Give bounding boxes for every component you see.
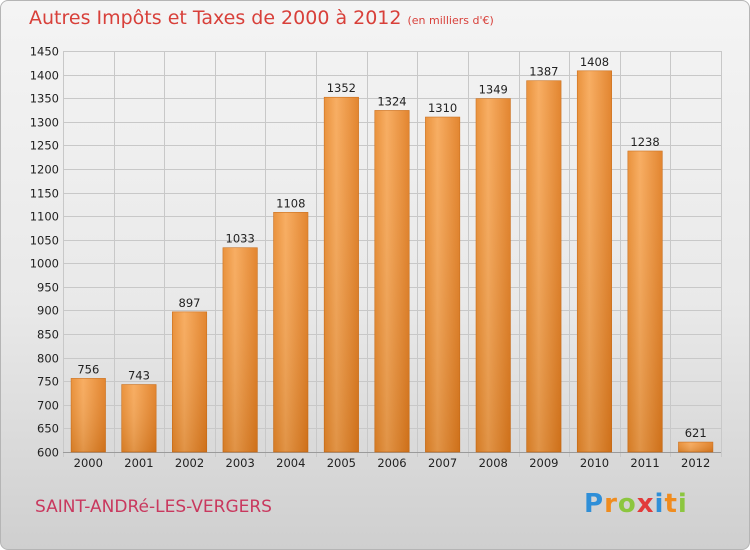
logo-letter: i (677, 489, 688, 519)
data-label: 897 (179, 296, 201, 310)
y-tick-label: 700 (37, 399, 59, 413)
data-label: 1349 (479, 83, 508, 97)
y-tick-label: 1300 (30, 116, 59, 130)
bar-shade (627, 151, 663, 453)
bar-shade (71, 378, 106, 452)
bars-layer (70, 70, 714, 453)
data-label: 756 (77, 362, 99, 376)
bar-shade (222, 247, 258, 452)
y-tick-label: 1050 (30, 234, 59, 248)
y-tick-label: 1000 (30, 257, 59, 271)
bar-shade (172, 311, 207, 452)
chart-title: Autres Impôts et Taxes de 2000 à 2012 (en… (29, 7, 494, 29)
data-label: 1238 (630, 135, 659, 149)
bar-shade (324, 97, 359, 452)
logo-letter: P (584, 489, 605, 519)
x-tick-label: 2009 (529, 456, 558, 470)
data-label: 1108 (276, 196, 305, 210)
x-tick-label: 2011 (630, 456, 659, 470)
data-label: 1408 (580, 55, 609, 69)
y-tick-label: 600 (37, 446, 59, 460)
x-tick-label: 2010 (580, 456, 609, 470)
x-tick-label: 2007 (428, 456, 457, 470)
x-tick-label: 2004 (276, 456, 305, 470)
data-label: 743 (128, 369, 150, 383)
y-tick-label: 1400 (30, 69, 59, 83)
logo-letter: x (636, 489, 655, 519)
data-label: 1387 (529, 65, 558, 79)
x-tick-label: 2000 (74, 456, 103, 470)
y-tick-label: 900 (37, 304, 59, 318)
data-label: 1033 (226, 232, 255, 246)
data-label: 1352 (327, 81, 356, 95)
data-label: 1310 (428, 101, 457, 115)
logo-letter: i (654, 489, 665, 519)
y-tick-label: 750 (37, 375, 59, 389)
bar-shade (273, 212, 308, 452)
y-tick-label: 1100 (30, 210, 59, 224)
y-tick-label: 800 (37, 352, 59, 366)
y-tick-label: 1150 (30, 187, 59, 201)
bar-shade (577, 70, 612, 452)
logo-letter: r (604, 489, 618, 519)
x-tick-label: 2008 (479, 456, 508, 470)
y-tick-label: 950 (37, 281, 59, 295)
labels-layer: 600 650 700 750 800 850 900 950 1000 1050 1100 1150… (30, 45, 711, 471)
location-name: SAINT-ANDRé-LES-VERGERS (35, 497, 272, 517)
bar-shade (476, 98, 511, 453)
y-tick-label: 1350 (30, 92, 59, 106)
x-tick-label: 2012 (681, 456, 710, 470)
x-tick-label: 2006 (377, 456, 406, 470)
title-text: Autres Impôts et Taxes de 2000 à 2012 (29, 7, 402, 29)
data-label: 1324 (377, 94, 406, 108)
proxiti-logo[interactable]: Proxiti (584, 489, 688, 519)
logo-letter: t (664, 489, 678, 519)
chart-subtitle: (en milliers d'€) (407, 14, 494, 27)
data-label: 621 (685, 426, 707, 440)
logo-letter: o (617, 489, 637, 519)
bar-shade (374, 110, 410, 452)
bar-shade (121, 384, 157, 452)
x-tick-label: 2003 (226, 456, 255, 470)
x-tick-label: 2005 (327, 456, 356, 470)
bar-shade (678, 442, 713, 452)
bar-shade (425, 117, 460, 452)
bar-shade (526, 80, 562, 452)
y-tick-label: 1450 (30, 45, 59, 59)
y-tick-label: 650 (37, 422, 59, 436)
x-tick-label: 2001 (124, 456, 153, 470)
y-tick-label: 1200 (30, 163, 59, 177)
x-tick-label: 2002 (175, 456, 204, 470)
y-tick-label: 850 (37, 328, 59, 342)
y-tick-label: 1250 (30, 139, 59, 153)
